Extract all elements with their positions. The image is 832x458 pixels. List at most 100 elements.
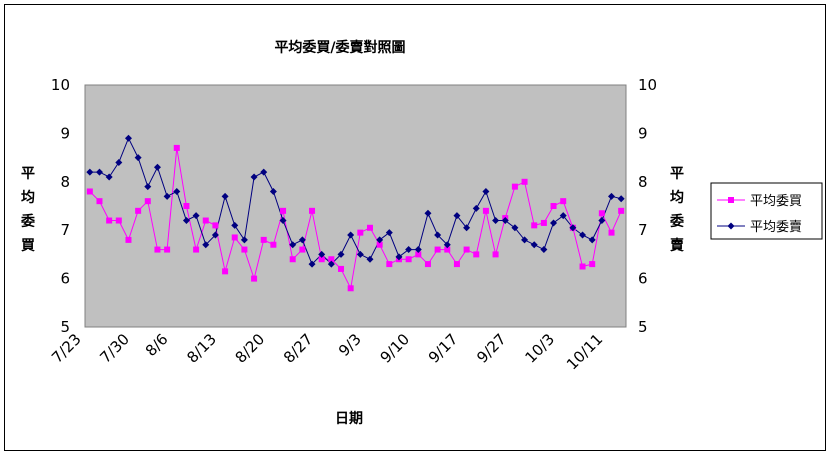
y-tick-left: 6 bbox=[60, 270, 70, 288]
x-tick-label: 8/27 bbox=[280, 330, 317, 367]
x-tick-label: 7/30 bbox=[96, 330, 133, 367]
data-point bbox=[618, 207, 625, 214]
data-point bbox=[501, 217, 509, 225]
data-point bbox=[115, 158, 123, 166]
y-tick-left: 5 bbox=[60, 318, 70, 336]
legend-label: 平均委賣 bbox=[750, 220, 802, 235]
data-point bbox=[376, 236, 384, 244]
data-point bbox=[366, 224, 373, 231]
x-tick-label: 8/13 bbox=[183, 330, 220, 367]
data-point bbox=[134, 154, 142, 162]
data-point bbox=[182, 217, 190, 225]
data-point bbox=[521, 178, 528, 185]
x-axis-label: 日期 bbox=[335, 411, 363, 427]
axis-label-char: 賣 bbox=[669, 237, 685, 254]
data-point bbox=[608, 192, 616, 200]
y-tick-left: 9 bbox=[60, 124, 70, 142]
data-point bbox=[540, 219, 547, 226]
axis-label-char: 均 bbox=[21, 189, 35, 206]
axis-label-char: 委 bbox=[20, 213, 35, 230]
data-point bbox=[289, 256, 296, 263]
data-point bbox=[415, 251, 422, 258]
data-point bbox=[356, 250, 364, 258]
y-tick-right: 9 bbox=[638, 124, 648, 142]
data-point bbox=[540, 246, 548, 254]
data-point bbox=[579, 263, 586, 270]
x-tick-label: 7/23 bbox=[48, 330, 85, 367]
y-tick-right: 5 bbox=[638, 318, 648, 336]
legend-marker bbox=[728, 197, 734, 203]
data-point bbox=[270, 241, 277, 248]
x-tick-label: 9/10 bbox=[377, 330, 414, 367]
data-point bbox=[588, 236, 596, 244]
plot-area bbox=[84, 84, 627, 328]
data-point bbox=[338, 265, 345, 272]
data-point bbox=[163, 192, 171, 200]
data-point bbox=[473, 251, 480, 258]
data-point bbox=[135, 207, 142, 214]
data-point bbox=[385, 229, 393, 237]
data-point bbox=[212, 222, 219, 229]
axis-label-char: 買 bbox=[21, 238, 36, 254]
data-point bbox=[309, 207, 316, 214]
y-axis-right: 5 6 7 8 9 10 bbox=[638, 76, 657, 336]
data-point bbox=[531, 222, 538, 229]
data-point bbox=[347, 285, 354, 292]
series-line bbox=[89, 147, 622, 290]
data-point bbox=[250, 173, 258, 181]
data-point bbox=[318, 256, 325, 263]
data-point bbox=[347, 231, 355, 239]
data-point bbox=[579, 231, 587, 239]
data-point bbox=[86, 168, 94, 176]
data-point bbox=[231, 221, 239, 229]
x-axis: 7/23 7/30 8/6 8/13 8/20 8/27 9/3 9/10 9/17 9/27 10… bbox=[48, 330, 606, 373]
data-point bbox=[405, 256, 412, 263]
series-markers bbox=[86, 134, 625, 292]
data-point bbox=[125, 236, 132, 243]
data-point bbox=[453, 261, 460, 268]
data-point bbox=[559, 212, 567, 220]
data-point bbox=[327, 260, 335, 268]
data-point bbox=[472, 204, 480, 212]
data-point bbox=[308, 260, 316, 268]
data-point bbox=[222, 268, 229, 275]
data-point bbox=[589, 261, 596, 268]
data-point bbox=[511, 224, 519, 232]
data-point bbox=[405, 246, 413, 254]
data-point bbox=[569, 224, 577, 232]
data-point bbox=[153, 163, 161, 171]
data-point bbox=[328, 256, 335, 263]
data-point bbox=[211, 231, 219, 239]
data-point bbox=[221, 192, 229, 200]
data-point bbox=[521, 236, 529, 244]
data-point bbox=[251, 275, 258, 282]
legend-label: 平均委買 bbox=[750, 194, 802, 209]
y-tick-right: 6 bbox=[638, 270, 648, 288]
y-tick-right: 8 bbox=[638, 173, 648, 191]
data-point bbox=[86, 188, 93, 195]
chart-title: 平均委買/委賣對照圖 bbox=[274, 39, 405, 56]
y-axis-left: 5 6 7 8 9 10 bbox=[51, 76, 70, 336]
data-point bbox=[95, 168, 103, 176]
x-tick-label: 9/3 bbox=[335, 330, 365, 360]
y-axis-right-label: 平均委賣 bbox=[669, 166, 685, 254]
data-point bbox=[173, 187, 181, 195]
data-point bbox=[560, 198, 567, 205]
data-point bbox=[202, 217, 209, 224]
y-tick-left: 7 bbox=[60, 221, 70, 239]
axis-label-char: 均 bbox=[670, 189, 684, 206]
data-point bbox=[192, 212, 200, 220]
axis-label-char: 平 bbox=[21, 166, 35, 182]
data-point bbox=[240, 236, 248, 244]
data-point bbox=[463, 246, 470, 253]
data-point bbox=[241, 246, 248, 253]
y-tick-right: 10 bbox=[638, 76, 657, 94]
data-point bbox=[492, 217, 500, 225]
data-point bbox=[154, 246, 161, 253]
data-point bbox=[202, 241, 210, 249]
data-point bbox=[299, 246, 306, 253]
y-tick-right: 7 bbox=[638, 221, 648, 239]
data-point bbox=[453, 212, 461, 220]
data-point bbox=[124, 134, 132, 142]
